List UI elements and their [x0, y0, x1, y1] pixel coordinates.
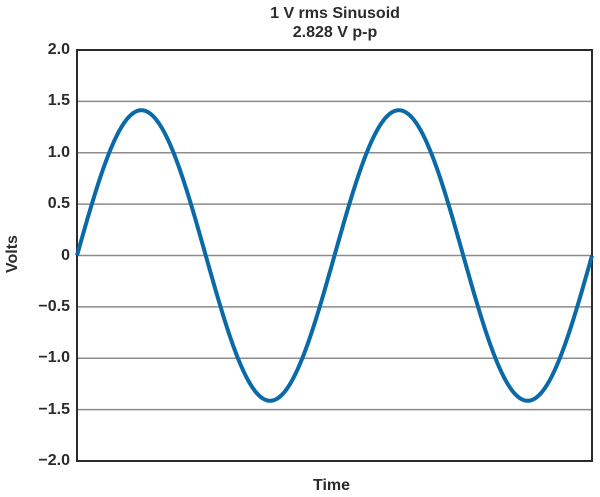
y-tick-label: 1.0: [47, 143, 70, 161]
y-tick-label: −1.5: [38, 400, 70, 418]
y-tick-label: −2.0: [38, 452, 70, 469]
chart-title: 1 V rms Sinusoid: [270, 5, 400, 22]
sine-wave-line: [75, 108, 594, 403]
chart-subtitle: 2.828 V p-p: [292, 24, 378, 41]
y-tick-label: −1.0: [38, 349, 70, 367]
y-tick-label: 0.5: [47, 195, 70, 213]
y-tick-label: −0.5: [38, 297, 70, 315]
x-axis-label: Time: [313, 477, 351, 494]
y-tick-label: 2.0: [47, 41, 70, 58]
y-tick-label: 1.5: [47, 92, 70, 110]
gridlines: [77, 100, 592, 411]
y-tick-label: 0: [61, 246, 70, 264]
